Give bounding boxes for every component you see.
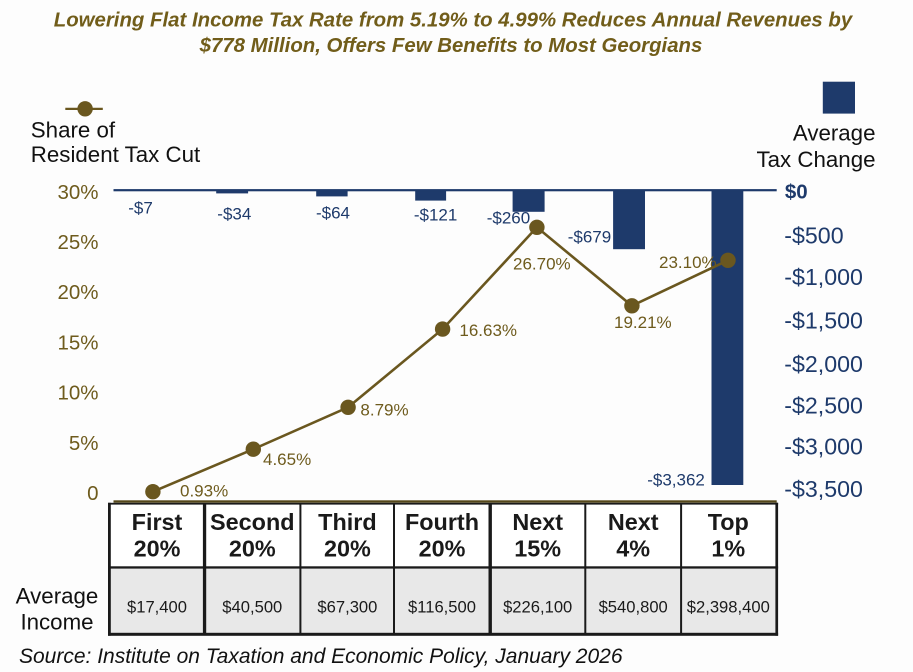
svg-text:-$3,362: -$3,362 xyxy=(647,471,705,490)
svg-text:-$1,500: -$1,500 xyxy=(784,307,863,333)
svg-text:8.79%: 8.79% xyxy=(360,400,408,419)
svg-text:4.65%: 4.65% xyxy=(263,450,311,469)
svg-text:4%: 4% xyxy=(616,535,650,561)
svg-text:Second: Second xyxy=(210,509,294,535)
svg-text:Share of: Share of xyxy=(31,118,116,143)
svg-text:Lowering Flat Income Tax Rate: Lowering Flat Income Tax Rate from 5.19%… xyxy=(54,10,854,32)
svg-text:$116,500: $116,500 xyxy=(408,597,476,616)
svg-text:10%: 10% xyxy=(57,382,98,405)
svg-text:-$2,500: -$2,500 xyxy=(784,393,863,419)
svg-text:20%: 20% xyxy=(134,535,181,561)
svg-text:25%: 25% xyxy=(57,231,98,254)
svg-text:-$679: -$679 xyxy=(568,228,611,247)
svg-text:16.63%: 16.63% xyxy=(459,321,517,340)
svg-text:$17,400: $17,400 xyxy=(127,597,187,616)
svg-text:$67,300: $67,300 xyxy=(317,597,377,616)
svg-text:-$3,000: -$3,000 xyxy=(784,433,863,459)
svg-text:-$34: -$34 xyxy=(217,204,251,223)
svg-text:0.93%: 0.93% xyxy=(180,482,228,501)
svg-text:30%: 30% xyxy=(57,181,98,204)
svg-text:20%: 20% xyxy=(229,535,276,561)
svg-text:23.10%: 23.10% xyxy=(659,253,717,272)
svg-text:0: 0 xyxy=(87,482,98,505)
svg-text:-$121: -$121 xyxy=(414,206,457,225)
svg-text:$2,398,400: $2,398,400 xyxy=(687,597,770,616)
svg-text:19.21%: 19.21% xyxy=(614,313,672,332)
svg-text:Income: Income xyxy=(20,610,93,635)
svg-text:1%: 1% xyxy=(711,535,745,561)
svg-text:5%: 5% xyxy=(69,432,99,455)
svg-text:Fourth: Fourth xyxy=(405,509,479,535)
svg-text:$540,800: $540,800 xyxy=(599,597,668,616)
svg-text:Third: Third xyxy=(318,509,376,535)
svg-text:15%: 15% xyxy=(57,332,98,355)
svg-text:Average: Average xyxy=(793,121,876,146)
svg-text:Resident Tax Cut: Resident Tax Cut xyxy=(31,142,201,167)
svg-text:-$2,000: -$2,000 xyxy=(784,351,863,377)
svg-text:Source: Institute on Taxation: Source: Institute on Taxation and Econom… xyxy=(19,645,623,668)
svg-text:20%: 20% xyxy=(419,535,466,561)
svg-text:-$64: -$64 xyxy=(316,204,350,223)
svg-text:-$3,500: -$3,500 xyxy=(784,476,863,502)
svg-text:Top: Top xyxy=(708,509,749,535)
svg-text:Average: Average xyxy=(16,583,99,608)
svg-text:15%: 15% xyxy=(514,535,561,561)
svg-text:26.70%: 26.70% xyxy=(513,255,571,274)
svg-text:-$260: -$260 xyxy=(487,209,530,228)
svg-text:20%: 20% xyxy=(57,281,98,304)
svg-text:Next: Next xyxy=(608,509,659,535)
svg-text:-$500: -$500 xyxy=(784,222,843,248)
svg-text:$226,100: $226,100 xyxy=(503,597,572,616)
svg-text:First: First xyxy=(132,509,183,535)
svg-text:-$7: -$7 xyxy=(128,199,153,218)
svg-text:$0: $0 xyxy=(785,181,808,204)
svg-text:Tax Change: Tax Change xyxy=(757,147,876,172)
svg-text:Next: Next xyxy=(512,509,563,535)
svg-text:$778 Million, Offers Few Benef: $778 Million, Offers Few Benefits to Mos… xyxy=(199,35,703,57)
svg-text:-$1,000: -$1,000 xyxy=(784,264,863,290)
svg-text:$40,500: $40,500 xyxy=(222,597,282,616)
svg-text:20%: 20% xyxy=(324,535,371,561)
